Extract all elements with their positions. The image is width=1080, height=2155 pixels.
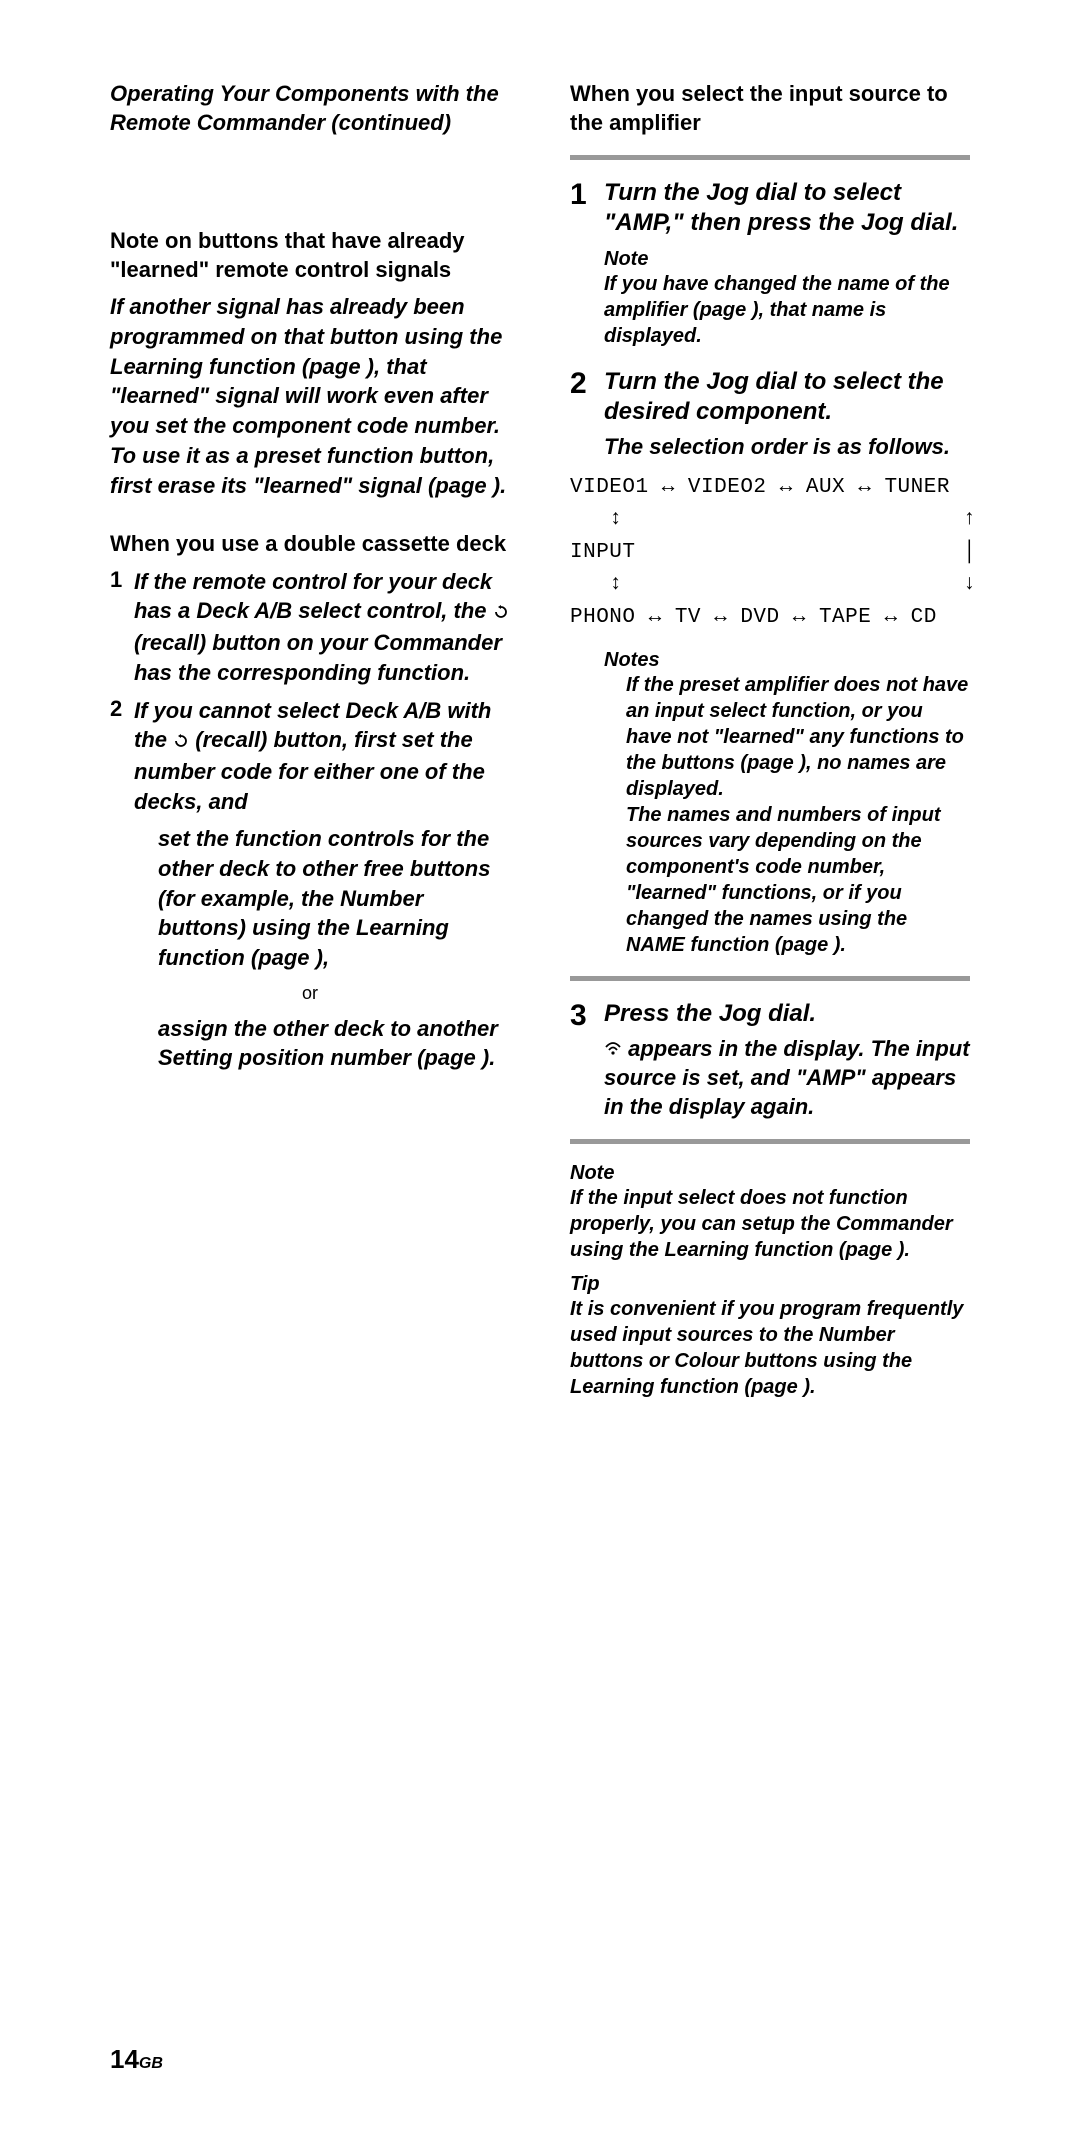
recall-icon [493, 598, 509, 628]
selection-diagram: VIDEO1 ↔ VIDEO2 ↔ AUX ↔ TUNER ↕ ↑ INPUT … [570, 472, 970, 635]
page-number: 14GB [110, 2044, 163, 2075]
note-body: The names and numbers of input sources v… [626, 802, 970, 958]
note-paragraph: If another signal has already been progr… [110, 292, 510, 500]
section-title: Operating Your Components with the Remot… [110, 80, 510, 137]
step-2: 2 Turn the Jog dial to select the desire… [570, 367, 970, 462]
step-number: 2 [570, 367, 604, 462]
page-content: Operating Your Components with the Remot… [0, 0, 1080, 1440]
item-body: If you cannot select Deck A/B with the (… [134, 696, 510, 817]
numbered-list: 1 If the remote control for your deck ha… [110, 567, 510, 817]
cassette-heading: When you use a double cassette deck [110, 530, 510, 559]
or-separator: or [110, 983, 510, 1004]
divider [570, 155, 970, 160]
note-label: Note [604, 248, 970, 271]
step-title: Turn the Jog dial to select the desired … [604, 367, 970, 427]
step-title: Press the Jog dial. [604, 999, 970, 1029]
recall-icon [173, 727, 189, 757]
note-heading: Note on buttons that have already "learn… [110, 227, 510, 284]
step-title: Turn the Jog dial to select "AMP," then … [604, 178, 970, 238]
indent-option: set the function controls for the other … [158, 824, 510, 972]
final-note-label: Note [570, 1162, 970, 1185]
note-body: If the preset amplifier does not have an… [626, 672, 970, 802]
step-body: Press the Jog dial. appears in the displ… [604, 999, 970, 1122]
step-number: 3 [570, 999, 604, 1122]
notes-label: Notes [604, 649, 970, 672]
step-3: 3 Press the Jog dial. appears in the dis… [570, 999, 970, 1122]
step-body: Turn the Jog dial to select "AMP," then … [604, 178, 970, 349]
signal-icon [604, 1036, 622, 1065]
item-body: If the remote control for your deck has … [134, 567, 510, 688]
final-note-body: If the input select does not function pr… [570, 1185, 970, 1263]
step-sub: The selection order is as follows. [604, 433, 970, 462]
step-body: Turn the Jog dial to select the desired … [604, 367, 970, 462]
list-item: 1 If the remote control for your deck ha… [110, 567, 510, 688]
note-body: If you have changed the name of the ampl… [604, 271, 970, 349]
item-number: 1 [110, 567, 134, 688]
item-number: 2 [110, 696, 134, 817]
list-item: 2 If you cannot select Deck A/B with the… [110, 696, 510, 817]
step-result: appears in the display. The input source… [604, 1035, 970, 1122]
right-heading: When you select the input source to the … [570, 80, 970, 137]
right-column: When you select the input source to the … [570, 80, 970, 1400]
step2-notes: Notes If the preset amplifier does not h… [604, 649, 970, 958]
step-number: 1 [570, 178, 604, 349]
indent-option: assign the other deck to another Setting… [158, 1014, 510, 1073]
tip-body: It is convenient if you program frequent… [570, 1296, 970, 1400]
left-column: Operating Your Components with the Remot… [110, 80, 510, 1400]
divider [570, 976, 970, 981]
step-1: 1 Turn the Jog dial to select "AMP," the… [570, 178, 970, 349]
tip-label: Tip [570, 1273, 970, 1296]
divider [570, 1139, 970, 1144]
